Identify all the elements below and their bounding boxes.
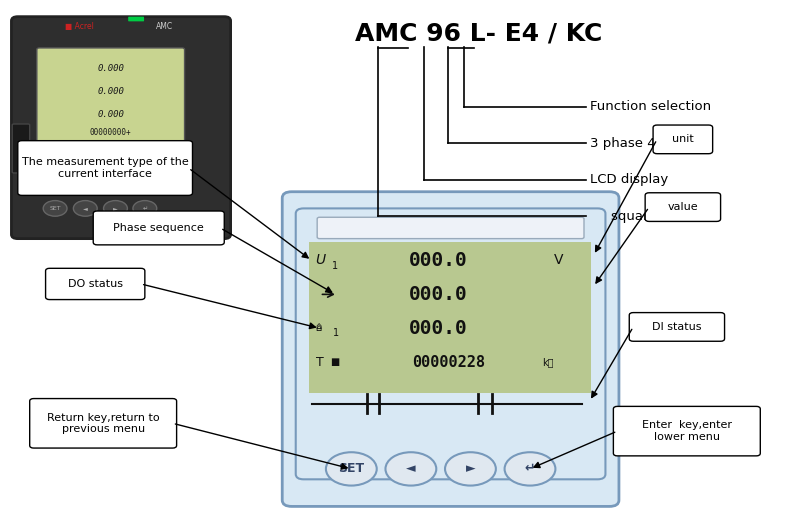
Text: ◄: ◄ [83, 206, 88, 211]
FancyBboxPatch shape [94, 211, 224, 245]
FancyBboxPatch shape [614, 406, 760, 456]
Circle shape [386, 452, 436, 486]
Text: 1: 1 [333, 328, 339, 339]
Text: SET: SET [338, 463, 364, 475]
Text: 0.000: 0.000 [98, 110, 124, 119]
Text: SET: SET [50, 206, 61, 211]
FancyBboxPatch shape [128, 17, 144, 21]
Text: Phase sequence: Phase sequence [114, 223, 204, 233]
Text: ■: ■ [330, 357, 339, 367]
Text: U: U [315, 254, 326, 267]
FancyBboxPatch shape [11, 17, 230, 239]
FancyBboxPatch shape [653, 125, 713, 154]
FancyBboxPatch shape [310, 242, 591, 393]
Text: ■ Acrel: ■ Acrel [66, 21, 94, 31]
Circle shape [74, 201, 97, 216]
Text: ↵: ↵ [142, 206, 147, 211]
Text: unit: unit [672, 134, 694, 144]
Text: Enter  key,enter
lower menu: Enter key,enter lower menu [642, 420, 732, 442]
Text: 000.0: 000.0 [410, 285, 468, 304]
FancyBboxPatch shape [12, 124, 30, 173]
Text: 00000000+: 00000000+ [90, 128, 131, 138]
FancyBboxPatch shape [30, 399, 177, 448]
FancyBboxPatch shape [645, 193, 721, 221]
Text: ⌂: ⌂ [315, 323, 322, 333]
Text: 96 square: 96 square [590, 210, 656, 222]
Text: ►: ► [113, 206, 118, 211]
Text: ►: ► [466, 463, 475, 475]
Text: DI status: DI status [652, 322, 702, 332]
Text: ↵: ↵ [525, 463, 535, 475]
FancyBboxPatch shape [317, 217, 584, 239]
Circle shape [326, 452, 377, 486]
Text: Function selection: Function selection [590, 101, 710, 113]
FancyBboxPatch shape [18, 141, 193, 195]
Text: 0.000: 0.000 [98, 87, 124, 96]
Text: AMC 96 L- E4 / KC: AMC 96 L- E4 / KC [354, 22, 602, 46]
Text: The measurement type of the
current interface: The measurement type of the current inte… [22, 157, 189, 179]
Text: ⌂: ⌂ [315, 321, 322, 331]
Text: Return key,return to
previous menu: Return key,return to previous menu [47, 413, 159, 434]
Text: value: value [667, 202, 698, 212]
Circle shape [43, 201, 67, 216]
FancyBboxPatch shape [296, 208, 606, 479]
Text: DO status: DO status [68, 279, 122, 289]
Text: 3 phase 4 wire: 3 phase 4 wire [590, 137, 687, 150]
FancyBboxPatch shape [37, 48, 185, 181]
Text: ◄: ◄ [406, 463, 416, 475]
FancyBboxPatch shape [630, 313, 725, 341]
Text: AMC: AMC [155, 21, 173, 31]
Text: 1: 1 [331, 260, 338, 271]
Text: T: T [315, 356, 323, 368]
Text: LCD display: LCD display [590, 173, 668, 186]
Text: 000.0: 000.0 [410, 319, 468, 338]
Text: k㎡: k㎡ [542, 357, 554, 367]
FancyBboxPatch shape [282, 192, 619, 506]
Circle shape [103, 201, 127, 216]
Text: 0.000: 0.000 [98, 64, 124, 73]
Circle shape [133, 201, 157, 216]
Text: 00000228: 00000228 [413, 355, 486, 369]
Text: V: V [554, 254, 563, 267]
Circle shape [505, 452, 555, 486]
FancyBboxPatch shape [46, 268, 145, 300]
Text: 000.0: 000.0 [410, 251, 468, 270]
Circle shape [445, 452, 496, 486]
